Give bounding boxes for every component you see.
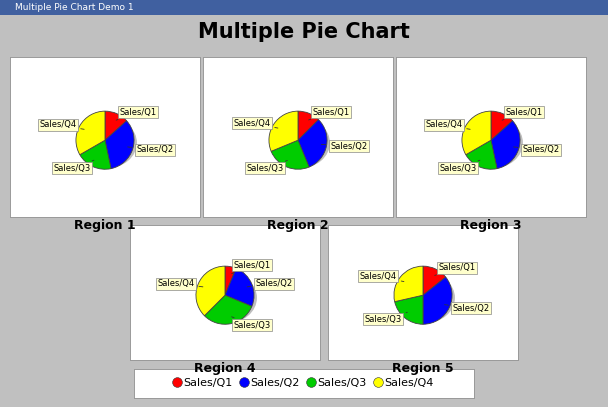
Ellipse shape [269,117,330,168]
Wedge shape [271,140,309,169]
Ellipse shape [196,272,257,323]
Text: Region 4: Region 4 [194,362,256,375]
Text: Sales/Q1: Sales/Q1 [502,108,543,120]
Text: Region 3: Region 3 [460,219,522,232]
Text: Sales/Q4: Sales/Q4 [360,272,404,282]
Wedge shape [80,140,111,169]
Text: Multiple Pie Chart Demo 1: Multiple Pie Chart Demo 1 [15,3,134,12]
Text: Sales/Q1: Sales/Q1 [232,261,271,274]
Text: Multiple Pie Chart: Multiple Pie Chart [198,22,410,42]
Text: Sales/Q3: Sales/Q3 [364,312,407,324]
Wedge shape [298,111,319,140]
Wedge shape [395,295,423,324]
Wedge shape [491,111,513,140]
Wedge shape [466,140,497,169]
Text: Region 5: Region 5 [392,362,454,375]
Text: Sales/Q1: Sales/Q1 [116,108,157,120]
Text: Sales/Q3: Sales/Q3 [232,317,271,330]
Wedge shape [298,120,327,167]
Wedge shape [394,266,423,302]
Text: Sales/Q2: Sales/Q2 [514,145,559,154]
Text: Region 2: Region 2 [267,219,329,232]
Legend: Sales/Q1, Sales/Q2, Sales/Q3, Sales/Q4: Sales/Q1, Sales/Q2, Sales/Q3, Sales/Q4 [170,374,438,393]
Ellipse shape [77,117,137,168]
Wedge shape [423,277,452,324]
Wedge shape [225,268,254,306]
Text: Sales/Q4: Sales/Q4 [39,120,84,129]
Ellipse shape [463,117,523,168]
Text: Sales/Q1: Sales/Q1 [435,263,475,276]
Wedge shape [225,266,236,295]
Wedge shape [76,111,105,155]
Text: Sales/Q2: Sales/Q2 [321,142,367,151]
Wedge shape [491,121,520,168]
Wedge shape [269,111,298,151]
Text: Sales/Q3: Sales/Q3 [247,160,288,173]
Text: Region 1: Region 1 [74,219,136,232]
Wedge shape [462,111,491,155]
Text: Sales/Q2: Sales/Q2 [444,304,490,313]
Wedge shape [423,266,446,295]
Ellipse shape [395,272,455,323]
Wedge shape [204,295,252,324]
Text: Sales/Q3: Sales/Q3 [53,160,94,173]
Text: Sales/Q3: Sales/Q3 [439,160,480,173]
Text: Sales/Q4: Sales/Q4 [233,119,278,128]
Wedge shape [105,111,126,140]
Text: Sales/Q2: Sales/Q2 [128,145,173,154]
Wedge shape [105,121,134,168]
Wedge shape [196,266,225,316]
Text: Sales/Q1: Sales/Q1 [309,107,349,120]
Text: Sales/Q2: Sales/Q2 [247,279,292,288]
Text: Sales/Q4: Sales/Q4 [157,279,203,288]
Text: Sales/Q4: Sales/Q4 [425,120,470,129]
